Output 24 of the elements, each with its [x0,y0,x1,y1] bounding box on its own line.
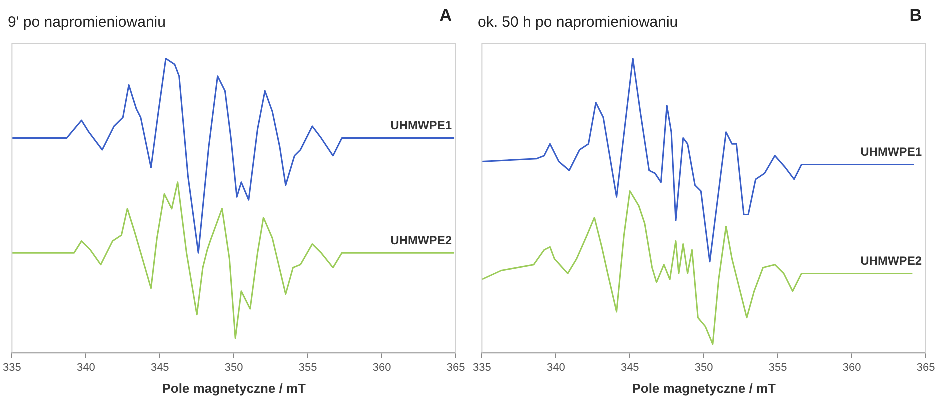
x-tick-label: 345 [620,362,640,374]
x-tick-label: 340 [76,362,96,374]
x-tick-label: 355 [768,362,788,374]
x-tick-label: 365 [446,362,466,374]
series-label: UHMWPE1 [860,145,922,160]
series-label: UHMWPE1 [390,118,452,133]
series-label: UHMWPE2 [390,233,452,248]
x-tick-label: 340 [546,362,566,374]
chart-title: 9' po napromieniowaniu [8,14,166,32]
x-tick-label: 335 [2,362,22,374]
x-axis-title: Pole magnetyczne / mT [632,380,776,396]
x-tick-label: 350 [694,362,714,374]
chart-title: ok. 50 h po napromieniowaniu [478,14,678,32]
x-tick-label: 365 [916,362,936,374]
x-tick-label: 345 [150,362,170,374]
x-tick-label: 350 [224,362,244,374]
x-tick-label: 360 [372,362,392,374]
x-tick-label: 335 [472,362,492,374]
series-label: UHMWPE2 [860,254,922,268]
x-axis-title: Pole magnetyczne / mT [162,380,306,396]
text: A [440,6,452,26]
x-tick-label: 360 [842,362,862,374]
x-tick-label: 355 [298,362,318,374]
text: B [910,6,922,26]
